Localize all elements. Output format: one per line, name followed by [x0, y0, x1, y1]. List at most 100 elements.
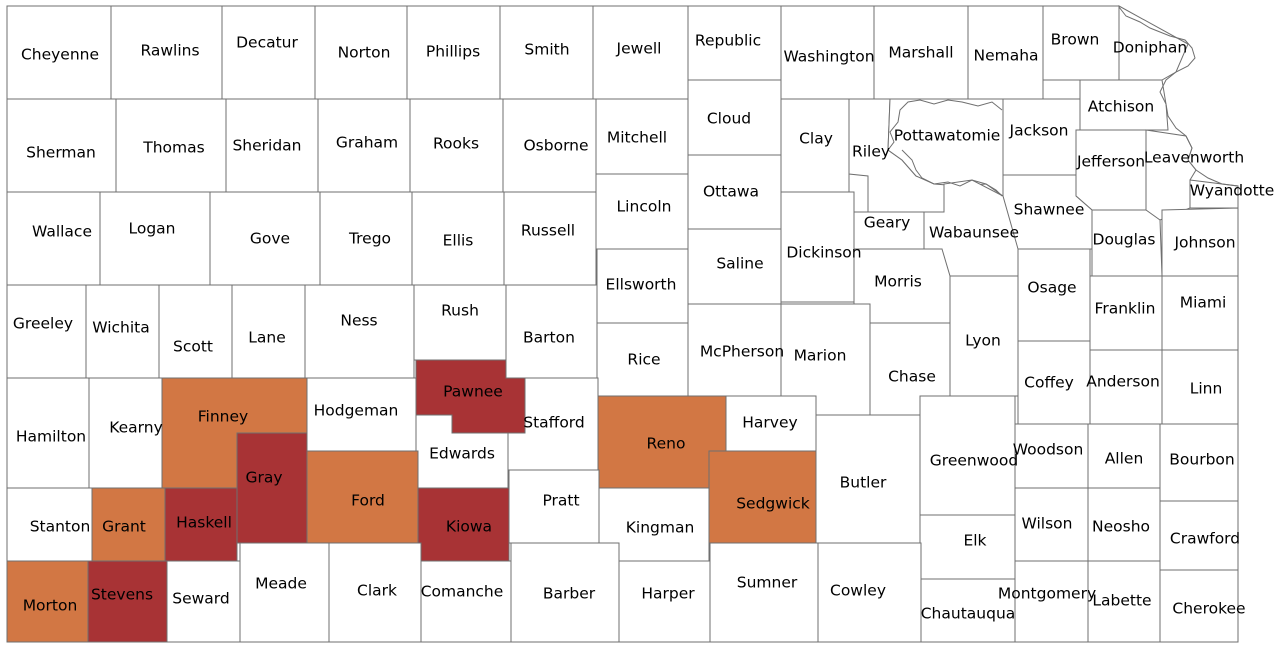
- county-label-thomas: Thomas: [142, 139, 204, 157]
- county-label-bourbon: Bourbon: [1169, 451, 1234, 469]
- county-label-harper: Harper: [641, 585, 695, 603]
- county-label-grant: Grant: [102, 518, 146, 536]
- county-label-phillips: Phillips: [426, 43, 480, 61]
- county-label-marion: Marion: [794, 347, 847, 365]
- county-label-clay: Clay: [799, 130, 833, 148]
- missouri-river-line: [1118, 6, 1239, 187]
- county-label-shawnee: Shawnee: [1014, 201, 1085, 219]
- county-label-ford: Ford: [351, 492, 385, 510]
- river-lines: [887, 6, 1239, 197]
- county-label-coffey: Coffey: [1024, 374, 1074, 392]
- county-label-barber: Barber: [543, 585, 596, 603]
- county-label-haskell: Haskell: [176, 514, 232, 532]
- county-label-marshall: Marshall: [888, 44, 953, 62]
- county-label-nemaha: Nemaha: [973, 47, 1038, 65]
- county-label-kingman: Kingman: [626, 519, 695, 537]
- county-label-trego: Trego: [348, 230, 391, 248]
- county-label-neosho: Neosho: [1092, 518, 1150, 536]
- county-label-stanton: Stanton: [30, 518, 91, 536]
- county-label-linn: Linn: [1190, 380, 1223, 398]
- county-label-morton: Morton: [23, 597, 78, 615]
- county-label-lincoln: Lincoln: [617, 198, 672, 216]
- county-label-chautauqua: Chautauqua: [921, 605, 1016, 623]
- county-label-gove: Gove: [250, 230, 290, 248]
- county-label-republic: Republic: [695, 32, 761, 50]
- county-label-johnson: Johnson: [1173, 234, 1235, 252]
- county-shape-logan[interactable]: [99, 191, 211, 286]
- county-label-rush: Rush: [441, 302, 479, 320]
- county-label-morris: Morris: [874, 273, 922, 291]
- county-label-finney: Finney: [198, 408, 248, 426]
- county-label-meade: Meade: [255, 575, 307, 593]
- county-label-stafford: Stafford: [523, 414, 585, 432]
- county-label-russell: Russell: [521, 222, 575, 240]
- county-label-allen: Allen: [1105, 450, 1144, 468]
- county-label-barton: Barton: [523, 329, 575, 347]
- county-shape-ness[interactable]: [304, 284, 415, 379]
- county-label-edwards: Edwards: [429, 445, 495, 463]
- county-label-sherman: Sherman: [26, 144, 96, 162]
- county-label-smith: Smith: [524, 41, 569, 59]
- county-label-greenwood: Greenwood: [930, 452, 1018, 470]
- county-label-jewell: Jewell: [616, 40, 662, 58]
- county-label-harvey: Harvey: [742, 414, 797, 432]
- county-label-cowley: Cowley: [830, 582, 886, 600]
- county-shape-miami[interactable]: [1161, 275, 1239, 351]
- county-label-ness: Ness: [340, 312, 377, 330]
- county-label-crawford: Crawford: [1170, 530, 1240, 548]
- county-label-sumner: Sumner: [737, 574, 798, 592]
- county-label-ellsworth: Ellsworth: [606, 276, 677, 294]
- county-label-woodson: Woodson: [1013, 441, 1084, 459]
- county-label-dickinson: Dickinson: [786, 244, 861, 262]
- county-shapes: [6, 5, 1239, 643]
- county-label-wallace: Wallace: [32, 223, 92, 241]
- county-label-saline: Saline: [716, 255, 763, 273]
- county-label-cherokee: Cherokee: [1172, 600, 1245, 618]
- county-label-butler: Butler: [840, 474, 887, 492]
- county-label-ottawa: Ottawa: [703, 183, 759, 201]
- county-label-riley: Riley: [852, 143, 890, 161]
- county-label-scott: Scott: [173, 338, 213, 356]
- county-shape-cherokee[interactable]: [1159, 569, 1239, 643]
- county-label-leavenworth: Leavenworth: [1144, 149, 1244, 167]
- county-label-kearny: Kearny: [109, 419, 163, 437]
- county-shape-sumner[interactable]: [709, 542, 819, 643]
- county-label-cloud: Cloud: [707, 110, 751, 128]
- county-label-wichita: Wichita: [92, 319, 150, 337]
- county-label-clark: Clark: [357, 582, 397, 600]
- county-label-geary: Geary: [864, 214, 911, 232]
- county-shape-comanche[interactable]: [420, 560, 512, 643]
- county-label-gray: Gray: [245, 469, 282, 487]
- county-shape-atchison[interactable]: [1079, 79, 1169, 131]
- county-shape-gray[interactable]: [236, 432, 308, 544]
- county-label-sheridan: Sheridan: [232, 137, 301, 155]
- county-label-graham: Graham: [336, 134, 398, 152]
- county-label-montgomery: Montgomery: [998, 585, 1096, 603]
- county-label-wabaunsee: Wabaunsee: [929, 224, 1019, 242]
- county-label-wyandotte: Wyandotte: [1190, 182, 1275, 200]
- county-label-decatur: Decatur: [236, 34, 298, 52]
- county-label-hamilton: Hamilton: [16, 428, 86, 446]
- county-label-elk: Elk: [963, 532, 986, 550]
- county-shape-scott[interactable]: [158, 284, 233, 379]
- county-label-logan: Logan: [128, 220, 175, 238]
- county-label-greeley: Greeley: [13, 315, 73, 333]
- county-label-sedgwick: Sedgwick: [736, 495, 810, 513]
- county-label-stevens: Stevens: [91, 586, 153, 604]
- kansas-river-line: [887, 99, 1003, 151]
- county-label-douglas: Douglas: [1093, 231, 1156, 249]
- county-shape-decatur[interactable]: [221, 5, 316, 100]
- county-shape-douglas[interactable]: [1091, 209, 1163, 277]
- county-label-comanche: Comanche: [421, 583, 504, 601]
- county-label-osborne: Osborne: [523, 137, 588, 155]
- county-label-osage: Osage: [1027, 279, 1076, 297]
- county-shape-rush[interactable]: [413, 284, 507, 361]
- county-label-anderson: Anderson: [1086, 373, 1160, 391]
- county-shape-meade[interactable]: [239, 542, 330, 643]
- county-label-washington: Washington: [783, 48, 874, 66]
- county-label-miami: Miami: [1180, 294, 1227, 312]
- county-label-labette: Labette: [1092, 592, 1151, 610]
- county-label-chase: Chase: [888, 368, 936, 386]
